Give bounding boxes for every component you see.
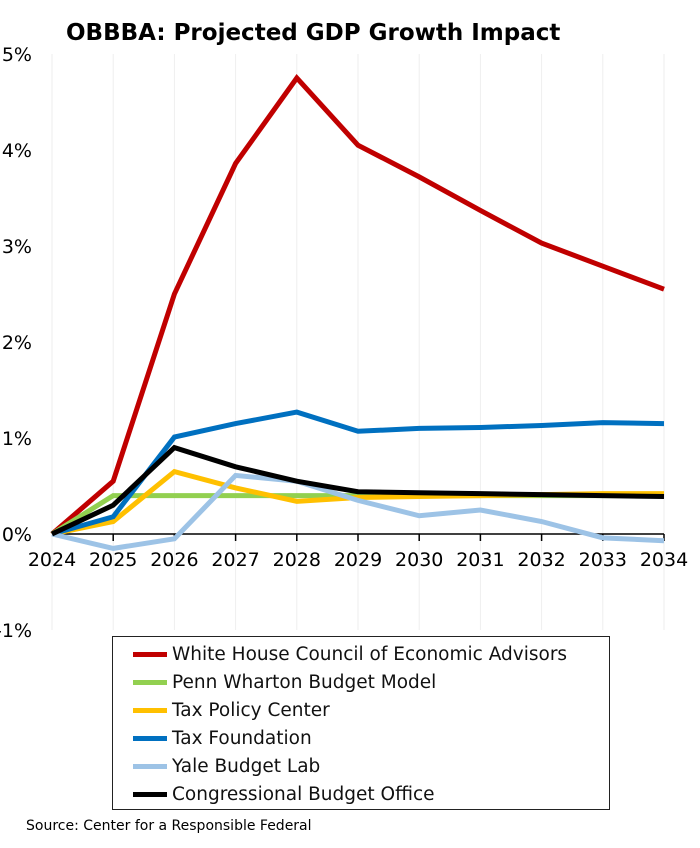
legend-label: Yale Budget Lab xyxy=(172,755,321,777)
x-tick-label: 2027 xyxy=(211,549,259,571)
series-line xyxy=(51,472,665,551)
x-tick-label: 2029 xyxy=(334,549,382,571)
legend-swatch xyxy=(133,735,167,741)
legend-swatch xyxy=(133,707,167,713)
legend-item: Penn Wharton Budget Model xyxy=(133,668,609,696)
legend-swatch xyxy=(133,679,167,685)
x-tick-label: 2031 xyxy=(456,549,504,571)
legend-label: White House Council of Economic Advisors xyxy=(172,643,568,665)
legend-item: Congressional Budget Office xyxy=(133,780,609,808)
legend-item: Tax Foundation xyxy=(133,724,609,752)
x-tick-label: 2034 xyxy=(640,549,688,571)
legend-swatch xyxy=(133,651,167,657)
legend-item: Tax Policy Center xyxy=(133,696,609,724)
legend-label: Penn Wharton Budget Model xyxy=(172,671,437,693)
legend-swatch xyxy=(133,763,167,769)
chart-title: OBBBA: Projected GDP Growth Impact xyxy=(66,20,561,46)
source-note: Source: Center for a Responsible Federal xyxy=(26,818,312,834)
legend-label: Tax Foundation xyxy=(172,727,312,749)
y-tick-label: 2% xyxy=(2,332,32,354)
y-tick-label: 5% xyxy=(2,44,32,66)
series-line xyxy=(50,444,665,537)
y-tick-label: 0% xyxy=(2,524,32,546)
x-tick-label: 2032 xyxy=(517,549,565,571)
x-tick-label: 2028 xyxy=(273,549,321,571)
y-tick-label: 3% xyxy=(2,236,32,258)
legend-label: Congressional Budget Office xyxy=(172,783,435,805)
x-tick-label: 2025 xyxy=(89,549,137,571)
legend-swatch xyxy=(133,791,167,797)
legend-item: Yale Budget Lab xyxy=(133,752,609,780)
series-line xyxy=(50,74,665,536)
y-tick-label: 1% xyxy=(2,428,32,450)
x-tick-label: 2030 xyxy=(395,549,443,571)
legend-item: White House Council of Economic Advisors xyxy=(133,640,609,668)
legend: White House Council of Economic Advisors… xyxy=(112,636,610,810)
y-tick-label: 4% xyxy=(2,140,32,162)
y-tick-label: -1% xyxy=(0,620,32,642)
x-tick-label: 2026 xyxy=(150,549,198,571)
x-tick-label: 2033 xyxy=(579,549,627,571)
x-tick-label: 2024 xyxy=(28,549,76,571)
legend-label: Tax Policy Center xyxy=(172,699,330,721)
